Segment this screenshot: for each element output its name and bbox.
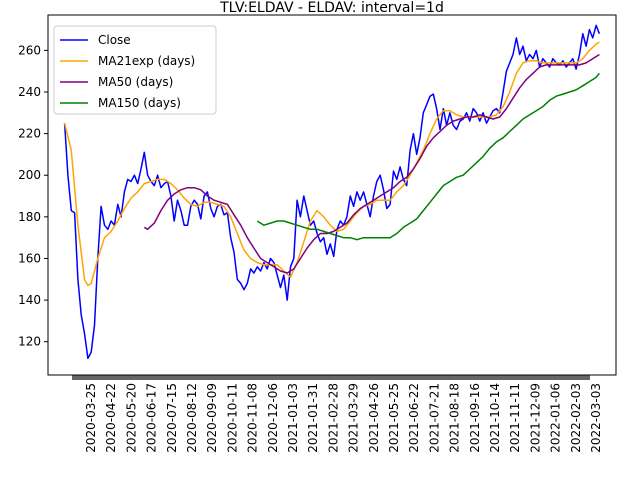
x-tick-label: 2021-06-22 [407, 383, 421, 453]
series-line-1 [63, 41, 600, 287]
x-tick-label: 2022-03-03 [589, 383, 603, 453]
x-tick-label: 2020-10-11 [225, 383, 239, 453]
x-tick-label: 2020-11-08 [246, 383, 260, 453]
x-tick-label: 2020-07-15 [165, 383, 179, 453]
legend-box [53, 25, 217, 115]
x-tick-label: 2020-04-22 [104, 383, 118, 453]
x-tick-label: 2021-04-26 [367, 383, 381, 453]
y-tick-label: 160 [18, 251, 41, 265]
x-tick-label: 2021-09-16 [468, 383, 482, 453]
x-tick-label: 2021-11-11 [508, 383, 522, 453]
y-tick-label: 260 [18, 43, 41, 57]
x-axis: 2020-03-25 2020-04-22 2020-05-20 2020-06-17… [72, 375, 603, 453]
x-tick-label: 2021-07-21 [427, 383, 441, 453]
x-tick-label: 2021-01-31 [306, 383, 320, 453]
legend-label: MA150 (days) [98, 96, 181, 110]
legend-label: MA21exp (days) [98, 54, 195, 68]
x-tick-label: 2020-08-12 [185, 383, 199, 453]
x-tick-label: 2020-06-17 [145, 383, 159, 453]
y-tick-label: 180 [18, 210, 41, 224]
plot-series [63, 24, 601, 360]
x-tick-label: 2020-09-09 [205, 383, 219, 453]
x-tick-label: 2021-02-28 [326, 383, 340, 453]
y-tick-label: 120 [18, 335, 41, 349]
series-line-3 [256, 72, 600, 241]
x-tick-label: 2020-03-25 [84, 383, 98, 453]
series-line-0 [63, 24, 601, 360]
y-tick-label: 240 [18, 85, 41, 99]
x-tick-label: 2021-12-09 [528, 383, 542, 453]
x-tick-label: 2022-01-06 [549, 383, 563, 453]
series-line-2 [143, 53, 600, 274]
x-tick-label: 2022-02-03 [569, 383, 583, 453]
x-tick-label: 2021-01-03 [286, 383, 300, 453]
x-tick-label: 2021-03-29 [347, 383, 361, 453]
y-axis: 120 140 160 180 200 220 240 260 [18, 43, 48, 349]
x-tick-label: 2020-05-20 [124, 383, 138, 453]
legend: Close MA21exp (days) MA50 (days) MA150 (day… [53, 25, 217, 115]
legend-label: Close [98, 33, 131, 47]
x-tick-label: 2021-08-18 [448, 383, 462, 453]
plot-frame [47, 14, 617, 376]
x-tick-label: 2021-05-25 [387, 383, 401, 453]
y-tick-label: 220 [18, 127, 41, 141]
legend-label: MA50 (days) [98, 75, 173, 89]
x-tick-label: 2020-12-06 [266, 383, 280, 453]
y-tick-label: 140 [18, 293, 41, 307]
chart-title: TLV:ELDAV - ELDAV: interval=1d [219, 0, 444, 16]
x-tick-label: 2021-10-14 [488, 383, 502, 453]
y-tick-label: 200 [18, 168, 41, 182]
